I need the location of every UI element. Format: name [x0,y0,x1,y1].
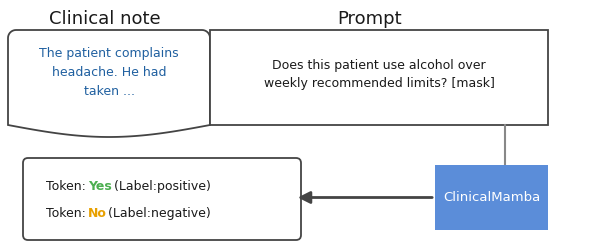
Text: Clinical note: Clinical note [49,10,161,28]
Text: ClinicalMamba: ClinicalMamba [443,191,540,204]
FancyBboxPatch shape [23,158,301,240]
Text: No: No [88,207,107,220]
Text: The patient complains
headache. He had
taken ...: The patient complains headache. He had t… [39,47,179,98]
FancyArrowPatch shape [301,192,432,202]
FancyBboxPatch shape [435,165,548,230]
Polygon shape [8,30,210,137]
Text: Does this patient use alcohol over
weekly recommended limits? [mask]: Does this patient use alcohol over weekl… [263,58,494,90]
Text: Yes: Yes [88,180,112,192]
FancyBboxPatch shape [210,30,548,125]
Text: (Label:negative): (Label:negative) [104,207,211,220]
Text: (Label:positive): (Label:positive) [110,180,211,192]
Text: Token:: Token: [46,180,90,192]
Text: Prompt: Prompt [338,10,403,28]
Text: Token:: Token: [46,207,90,220]
